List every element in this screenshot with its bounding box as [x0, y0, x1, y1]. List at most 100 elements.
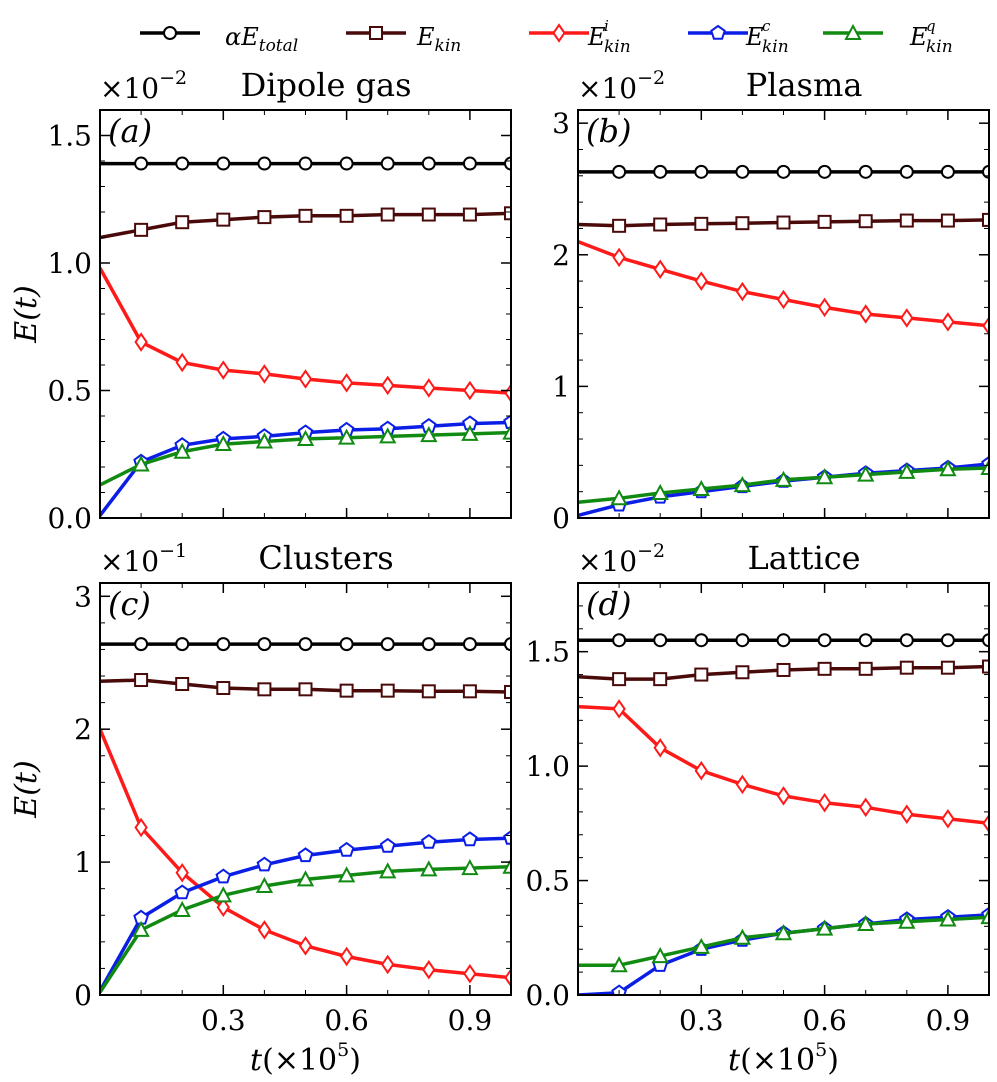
- ytick-label: 0: [74, 979, 92, 1012]
- data-point-E_kin_i: [776, 786, 791, 806]
- data-point-E_kin: [134, 222, 149, 237]
- data-point-E_kin_i: [134, 332, 148, 352]
- data-point-E_kin_q: [337, 866, 356, 883]
- data-point-E_kin_i: [339, 373, 354, 393]
- legend-marker: [163, 26, 177, 40]
- data-point-E_kin_q: [214, 886, 232, 903]
- data-point-alpha_E_total: [899, 164, 914, 179]
- data-point-E_kin: [504, 206, 511, 221]
- data-point-alpha_E_total: [504, 637, 511, 652]
- data-point-E_kin: [504, 684, 511, 699]
- xtick-label: 0.6: [324, 1004, 369, 1037]
- data-point-alpha_E_total: [339, 156, 354, 171]
- data-point-alpha_E_total: [216, 156, 231, 171]
- data-point-alpha_E_total: [735, 633, 750, 648]
- data-point-E_kin_q: [815, 468, 834, 485]
- data-point-E_kin_q: [774, 924, 793, 941]
- data-point-alpha_E_total: [735, 164, 750, 179]
- data-point-E_kin_q: [980, 458, 989, 475]
- data-point-E_kin_q: [214, 434, 232, 452]
- legend-label: Ei kin: [587, 17, 631, 57]
- data-point-E_kin_q: [980, 908, 989, 925]
- panel-title: Plasma: [746, 66, 863, 104]
- data-point-E_kin_i: [380, 954, 395, 975]
- data-point-E_kin_q: [379, 862, 397, 879]
- data-point-E_kin_i: [653, 259, 667, 280]
- data-point-alpha_E_total: [421, 156, 436, 171]
- data-point-E_kin_q: [173, 442, 191, 459]
- legend-marker: [710, 24, 726, 40]
- ytick-label: 2: [74, 713, 92, 746]
- data-point-E_kin_c: [174, 884, 191, 900]
- legend-marker: [369, 26, 383, 40]
- data-point-E_kin_i: [612, 247, 626, 268]
- data-point-E_kin: [653, 217, 668, 232]
- data-point-alpha_E_total: [175, 156, 190, 171]
- data-point-E_kin_q: [255, 432, 274, 449]
- series-line-E_kin_i: [578, 704, 989, 826]
- data-point-E_kin: [982, 212, 989, 227]
- data-point-alpha_E_total: [817, 164, 832, 179]
- ytick-label: 0.5: [47, 375, 92, 408]
- data-point-E_kin: [899, 660, 914, 675]
- ytick-label: 1: [74, 846, 92, 879]
- data-point-E_kin_i: [463, 963, 477, 984]
- legend-entry-3: Ei kin: [529, 17, 631, 57]
- data-point-E_kin_i: [216, 897, 231, 918]
- data-point-alpha_E_total: [817, 633, 832, 648]
- data-point-E_kin_i: [900, 804, 914, 824]
- data-point-E_kin: [462, 684, 477, 699]
- data-point-E_kin_q: [610, 489, 628, 506]
- xtick-label: 0.9: [448, 1004, 493, 1037]
- data-point-alpha_E_total: [298, 637, 313, 652]
- ytick-label: 1.0: [525, 750, 570, 783]
- data-point-alpha_E_total: [694, 164, 709, 179]
- data-point-E_kin_q: [502, 857, 511, 874]
- panel-label: (b): [586, 112, 631, 150]
- data-point-E_kin: [134, 673, 149, 688]
- data-point-E_kin_i: [941, 808, 955, 829]
- data-point-E_kin_q: [898, 462, 916, 479]
- data-point-E_kin_q: [420, 860, 438, 877]
- data-point-E_kin: [940, 660, 955, 675]
- legend-label: Ekin: [416, 23, 461, 56]
- data-point-E_kin_i: [982, 316, 989, 336]
- data-point-E_kin_q: [461, 424, 479, 441]
- data-point-E_kin: [735, 665, 750, 680]
- data-point-E_kin: [380, 683, 395, 698]
- data-point-E_kin_i: [134, 817, 148, 838]
- data-point-E_kin: [817, 661, 832, 676]
- data-point-alpha_E_total: [858, 164, 873, 179]
- data-point-E_kin: [735, 216, 750, 231]
- data-point-E_kin: [339, 208, 354, 223]
- data-point-E_kin_i: [422, 959, 436, 980]
- ytick-label: 1.0: [47, 247, 92, 280]
- data-point-alpha_E_total: [653, 164, 668, 179]
- panel-b: 0 1 2 3×10−2 Plasma (b): [552, 66, 990, 535]
- data-point-E_kin_q: [132, 455, 150, 472]
- data-point-E_kin_i: [817, 297, 832, 318]
- data-point-E_kin_q: [692, 937, 710, 954]
- series-group: [578, 164, 989, 518]
- data-point-E_kin: [175, 677, 190, 692]
- data-point-alpha_E_total: [380, 156, 395, 171]
- data-point-E_kin_q: [651, 483, 669, 500]
- legend-entry-4: Ec kin: [688, 17, 789, 57]
- ytick-label: 1.5: [47, 120, 92, 153]
- panel-title: Clusters: [258, 539, 393, 577]
- data-point-E_kin_q: [651, 946, 669, 964]
- data-point-E_kin: [298, 208, 313, 223]
- data-point-E_kin_q: [610, 956, 628, 973]
- scale-factor: ×10−2: [578, 540, 665, 578]
- data-point-E_kin_q: [815, 919, 834, 936]
- data-point-E_kin_q: [296, 870, 315, 887]
- data-point-alpha_E_total: [982, 164, 989, 179]
- data-point-E_kin_q: [733, 928, 752, 945]
- data-point-alpha_E_total: [380, 637, 395, 652]
- data-point-E_kin_i: [339, 946, 354, 967]
- x-axis-label: t(×105): [250, 1039, 361, 1078]
- xtick-label: 0.3: [201, 1004, 246, 1037]
- series-group: [100, 637, 511, 994]
- panel-d: 0.0 0.5 1.0 1.5 0.3 0.6 0.9 ×10−2 Lattice (d) t(×1…: [525, 539, 990, 1078]
